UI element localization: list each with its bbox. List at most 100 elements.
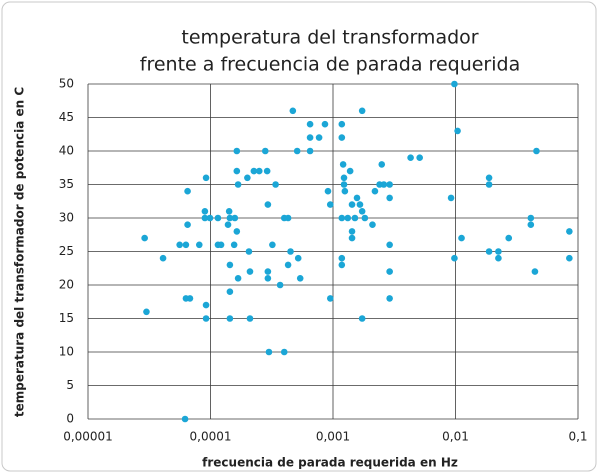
point: [294, 254, 302, 262]
point: [280, 348, 288, 356]
point: [533, 147, 540, 155]
point: [265, 348, 273, 356]
point: [202, 174, 210, 182]
point: [182, 241, 190, 249]
point: [143, 308, 150, 316]
point: [206, 214, 214, 222]
point: [234, 275, 242, 282]
point: [217, 241, 225, 249]
point: [181, 415, 189, 423]
point: [416, 154, 423, 161]
point: [527, 221, 535, 228]
point: [224, 221, 232, 228]
point: [276, 281, 284, 289]
point: [340, 181, 348, 188]
point: [246, 315, 254, 322]
point: [566, 228, 573, 235]
y-tick-label: 5: [66, 378, 74, 392]
point: [201, 214, 209, 222]
point: [233, 228, 241, 235]
point: [338, 214, 346, 222]
point: [358, 107, 366, 115]
point: [361, 214, 369, 222]
point: [340, 174, 348, 182]
y-axis-label: temperatura del transformador de potenci…: [13, 87, 27, 417]
point: [454, 127, 461, 135]
point: [495, 248, 502, 255]
point: [141, 234, 148, 242]
point: [358, 208, 366, 215]
point: [233, 167, 241, 175]
x-tick-label: 0,01: [442, 430, 469, 444]
point: [378, 161, 386, 168]
point: [269, 241, 276, 249]
y-tick-label: 20: [59, 278, 74, 292]
point: [296, 275, 304, 282]
point: [326, 201, 334, 208]
point: [341, 187, 349, 195]
point: [261, 147, 269, 155]
point: [324, 187, 332, 195]
point: [344, 214, 352, 222]
point: [505, 234, 513, 242]
point: [326, 295, 334, 302]
point: [230, 241, 238, 249]
point: [184, 187, 191, 195]
point: [531, 268, 539, 275]
x-tick-label: 0,00001: [63, 430, 113, 444]
x-axis-label: frecuencia de parada requerida en Hz: [202, 456, 458, 470]
point: [244, 174, 251, 182]
point: [527, 214, 535, 222]
point: [246, 268, 254, 275]
point: [284, 261, 292, 269]
point: [176, 241, 183, 249]
point: [159, 254, 167, 262]
point: [348, 201, 356, 208]
y-tick-label: 25: [59, 244, 74, 258]
y-tick-label: 35: [59, 177, 74, 191]
point: [195, 241, 203, 249]
point: [339, 161, 347, 168]
point: [351, 214, 359, 222]
y-tick-label: 50: [59, 77, 74, 91]
y-tick-label: 45: [59, 110, 74, 124]
point: [231, 214, 239, 222]
point: [338, 254, 346, 262]
point: [451, 254, 458, 262]
point: [225, 208, 233, 215]
point: [226, 288, 234, 296]
point: [338, 120, 346, 128]
point: [380, 181, 388, 188]
point: [226, 315, 234, 322]
point: [233, 147, 241, 155]
point: [263, 167, 271, 175]
point: [485, 181, 493, 188]
chart-title: temperatura del transformador: [181, 27, 478, 49]
point: [566, 254, 573, 262]
x-tick-label: 0,1: [568, 430, 587, 444]
point: [386, 295, 393, 302]
point: [348, 228, 356, 235]
point: [284, 214, 292, 222]
point: [485, 248, 493, 255]
point: [371, 187, 379, 195]
point: [306, 134, 314, 141]
point: [306, 120, 314, 128]
y-tick-label: 0: [66, 412, 74, 426]
point: [264, 201, 272, 208]
point: [386, 194, 393, 202]
y-tick-label: 30: [59, 211, 74, 225]
point: [315, 134, 323, 141]
point: [338, 261, 346, 269]
point: [201, 208, 209, 215]
chart-title: frente a frecuencia de parada requerida: [140, 54, 520, 76]
point: [386, 268, 393, 275]
point: [202, 315, 210, 322]
point: [245, 248, 253, 255]
point: [338, 134, 346, 141]
point: [348, 234, 356, 242]
point: [495, 254, 502, 262]
point: [346, 167, 354, 175]
